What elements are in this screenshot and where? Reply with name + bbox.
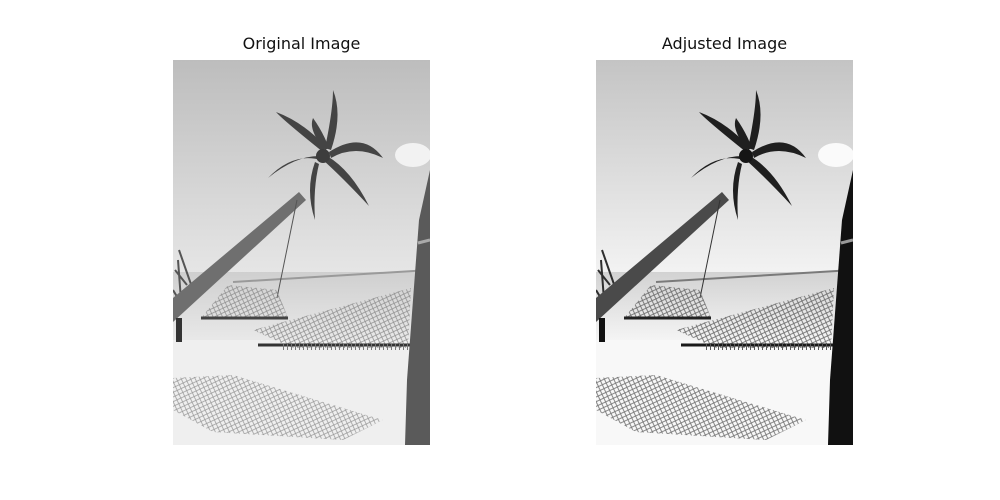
post <box>176 318 182 342</box>
cloud <box>395 143 430 167</box>
adjusted-image-title: Adjusted Image <box>596 34 853 53</box>
cloud <box>818 143 853 167</box>
original-image <box>173 60 430 445</box>
adjusted-image <box>596 60 853 445</box>
post <box>599 318 605 342</box>
palm-crown <box>316 149 330 163</box>
adjusted-image-scene <box>596 60 853 445</box>
original-image-scene <box>173 60 430 445</box>
original-image-title: Original Image <box>173 34 430 53</box>
palm-crown <box>739 149 753 163</box>
sky <box>596 60 853 275</box>
sky <box>173 60 430 275</box>
